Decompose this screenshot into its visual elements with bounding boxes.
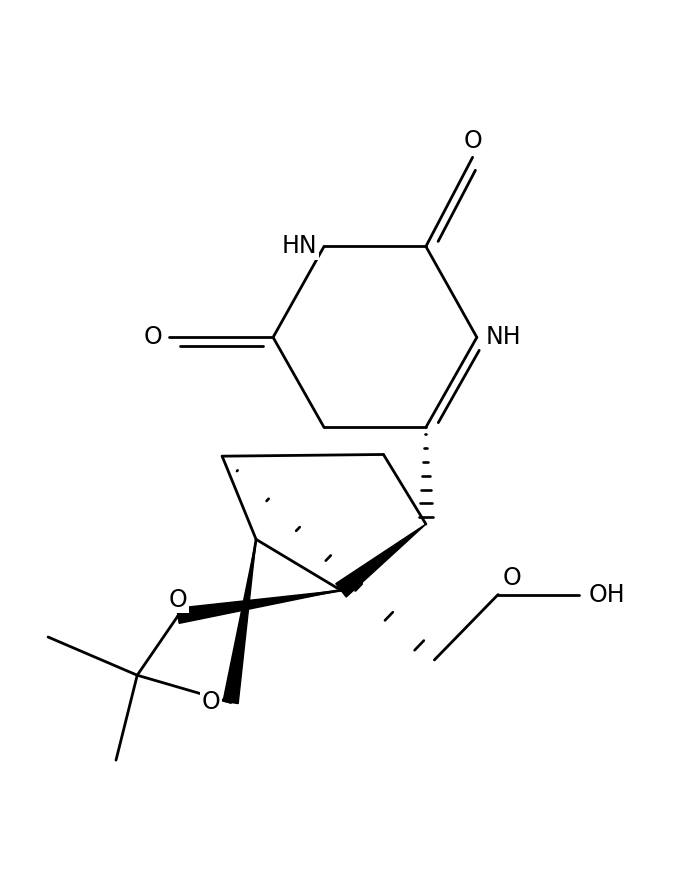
Text: O: O — [168, 587, 188, 612]
Polygon shape — [336, 524, 426, 597]
Polygon shape — [223, 539, 256, 704]
Text: HN: HN — [282, 234, 317, 258]
Text: NH: NH — [486, 326, 521, 349]
Text: OH: OH — [589, 583, 625, 606]
Polygon shape — [177, 591, 341, 623]
Text: O: O — [463, 130, 482, 153]
Text: O: O — [144, 326, 163, 349]
Text: O: O — [202, 690, 220, 714]
Text: O: O — [503, 566, 521, 591]
